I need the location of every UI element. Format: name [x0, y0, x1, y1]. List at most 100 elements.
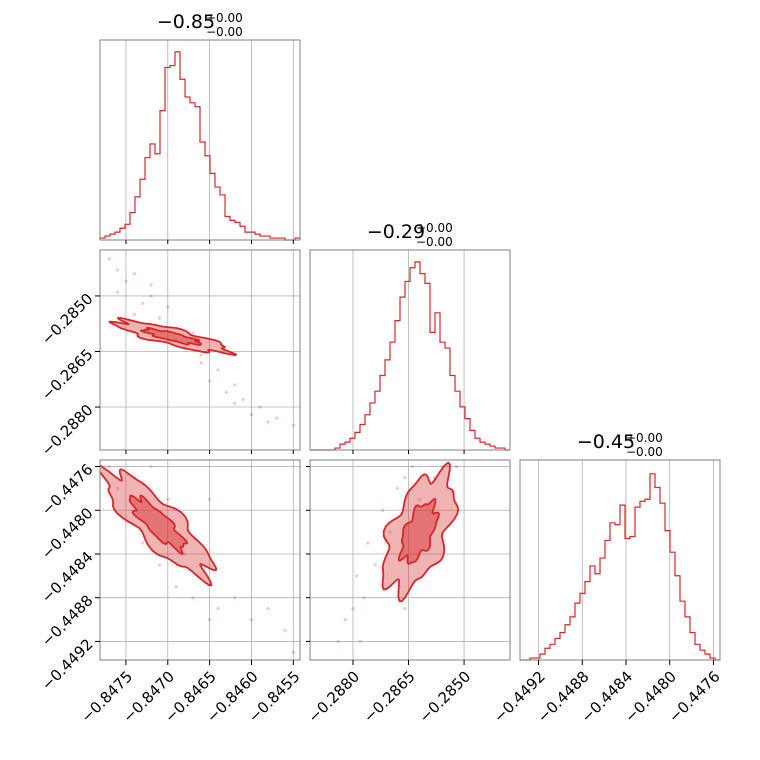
- title-error-minus: −0.00: [206, 25, 243, 39]
- axes-frame: [99, 249, 301, 451]
- histogram-step: [520, 473, 720, 661]
- scatter-point: [157, 316, 162, 320]
- scatter-point: [403, 607, 407, 611]
- title-error-plus: +0.00: [206, 11, 243, 25]
- scatter-point: [149, 464, 153, 469]
- density-contour: [100, 464, 218, 587]
- scatter-point: [115, 486, 120, 491]
- scatter-point: [274, 416, 279, 420]
- scatter-point: [216, 607, 220, 611]
- axes-frame: [99, 459, 301, 661]
- title-error-minus: −0.00: [626, 445, 663, 459]
- scatter-panel-2: [99, 443, 301, 661]
- density-contour: [108, 317, 237, 357]
- scatter-point: [291, 423, 295, 428]
- scatter-point: [233, 383, 237, 387]
- histogram-panel-3: −0.45+0.00−0.00: [519, 431, 721, 661]
- scatter-point: [174, 585, 178, 589]
- scatter-point: [132, 312, 136, 317]
- title-error-minus: −0.00: [416, 235, 453, 249]
- density-contour: [397, 498, 440, 565]
- scatter-point: [455, 464, 459, 469]
- scatter-point: [355, 574, 359, 578]
- scatter-point: [208, 379, 212, 383]
- scatter-point: [470, 443, 473, 446]
- scatter-point: [199, 360, 203, 365]
- scatter-point: [266, 607, 270, 611]
- density-contour: [381, 461, 460, 603]
- scatter-point: [115, 290, 120, 294]
- scatter-point: [149, 294, 153, 298]
- x-tick-label: −0.2850: [416, 668, 475, 727]
- scatter-point: [380, 508, 385, 512]
- scatter-point: [291, 650, 295, 654]
- axes-frame: [309, 249, 511, 451]
- scatter-point: [141, 301, 145, 305]
- histogram-panel-1: −0.85+0.00−0.00: [99, 11, 301, 241]
- scatter-point: [241, 398, 245, 402]
- scatter-point: [418, 497, 422, 501]
- scatter-point: [336, 639, 340, 644]
- scatter-point: [258, 405, 262, 409]
- scatter-point: [166, 497, 170, 501]
- scatter-point: [283, 628, 287, 633]
- scatter-point: [233, 596, 237, 600]
- scatter-point: [403, 475, 407, 480]
- scatter-point: [410, 464, 414, 469]
- title-error-plus: +0.00: [416, 221, 453, 235]
- scatter-point: [107, 257, 111, 261]
- y-tick-label: −0.2880: [38, 401, 97, 460]
- scatter-point: [425, 454, 428, 457]
- histogram-step: [99, 51, 301, 241]
- scatter-point: [224, 390, 228, 394]
- panel-title: −0.45: [577, 431, 635, 453]
- scatter-point: [266, 420, 270, 424]
- scatter-point: [249, 617, 254, 622]
- histogram-panel-2: −0.29+0.00−0.00: [309, 221, 511, 451]
- axes-frame: [519, 459, 721, 661]
- scatter-point: [149, 283, 153, 287]
- scatter-point: [116, 443, 119, 446]
- scatter-point: [343, 617, 348, 622]
- scatter-point: [208, 617, 212, 622]
- panel-title: −0.29: [367, 221, 425, 243]
- scatter-point: [191, 331, 195, 335]
- scatter-point: [358, 639, 362, 644]
- y-tick-label: −0.2850: [38, 290, 97, 349]
- scatter-point: [191, 596, 195, 600]
- scatter-point: [233, 401, 237, 405]
- density-contour: [140, 326, 202, 346]
- x-tick-label: −0.2880: [304, 668, 363, 727]
- title-error-plus: +0.00: [626, 431, 663, 445]
- scatter-point: [157, 563, 162, 567]
- scatter-point: [141, 541, 145, 545]
- scatter-point: [199, 353, 203, 357]
- scatter-point: [249, 412, 254, 417]
- scatter-point: [462, 454, 465, 457]
- scatter-panel-3: [309, 443, 511, 661]
- scatter-point: [362, 596, 366, 600]
- scatter-point: [208, 497, 212, 501]
- scatter-point: [115, 268, 120, 272]
- histogram-step: [310, 261, 510, 451]
- scatter-point: [366, 541, 370, 545]
- panel-title: −0.85: [157, 11, 215, 33]
- scatter-point: [395, 486, 400, 491]
- scatter-point: [448, 443, 451, 446]
- axes-frame: [309, 459, 511, 661]
- scatter-panel-1: [99, 249, 301, 451]
- density-contour: [128, 494, 188, 555]
- scatter-point: [132, 272, 136, 276]
- axes-frame: [99, 39, 301, 241]
- scatter-point: [216, 368, 220, 372]
- y-tick-label: −0.2865: [38, 345, 97, 404]
- scatter-point: [107, 464, 111, 469]
- scatter-point: [166, 305, 170, 309]
- scatter-point: [351, 607, 355, 611]
- scatter-point: [373, 563, 377, 567]
- scatter-point: [182, 552, 187, 556]
- scatter-point: [124, 279, 128, 283]
- x-tick-label: −0.2865: [360, 668, 419, 727]
- scatter-point: [388, 530, 392, 534]
